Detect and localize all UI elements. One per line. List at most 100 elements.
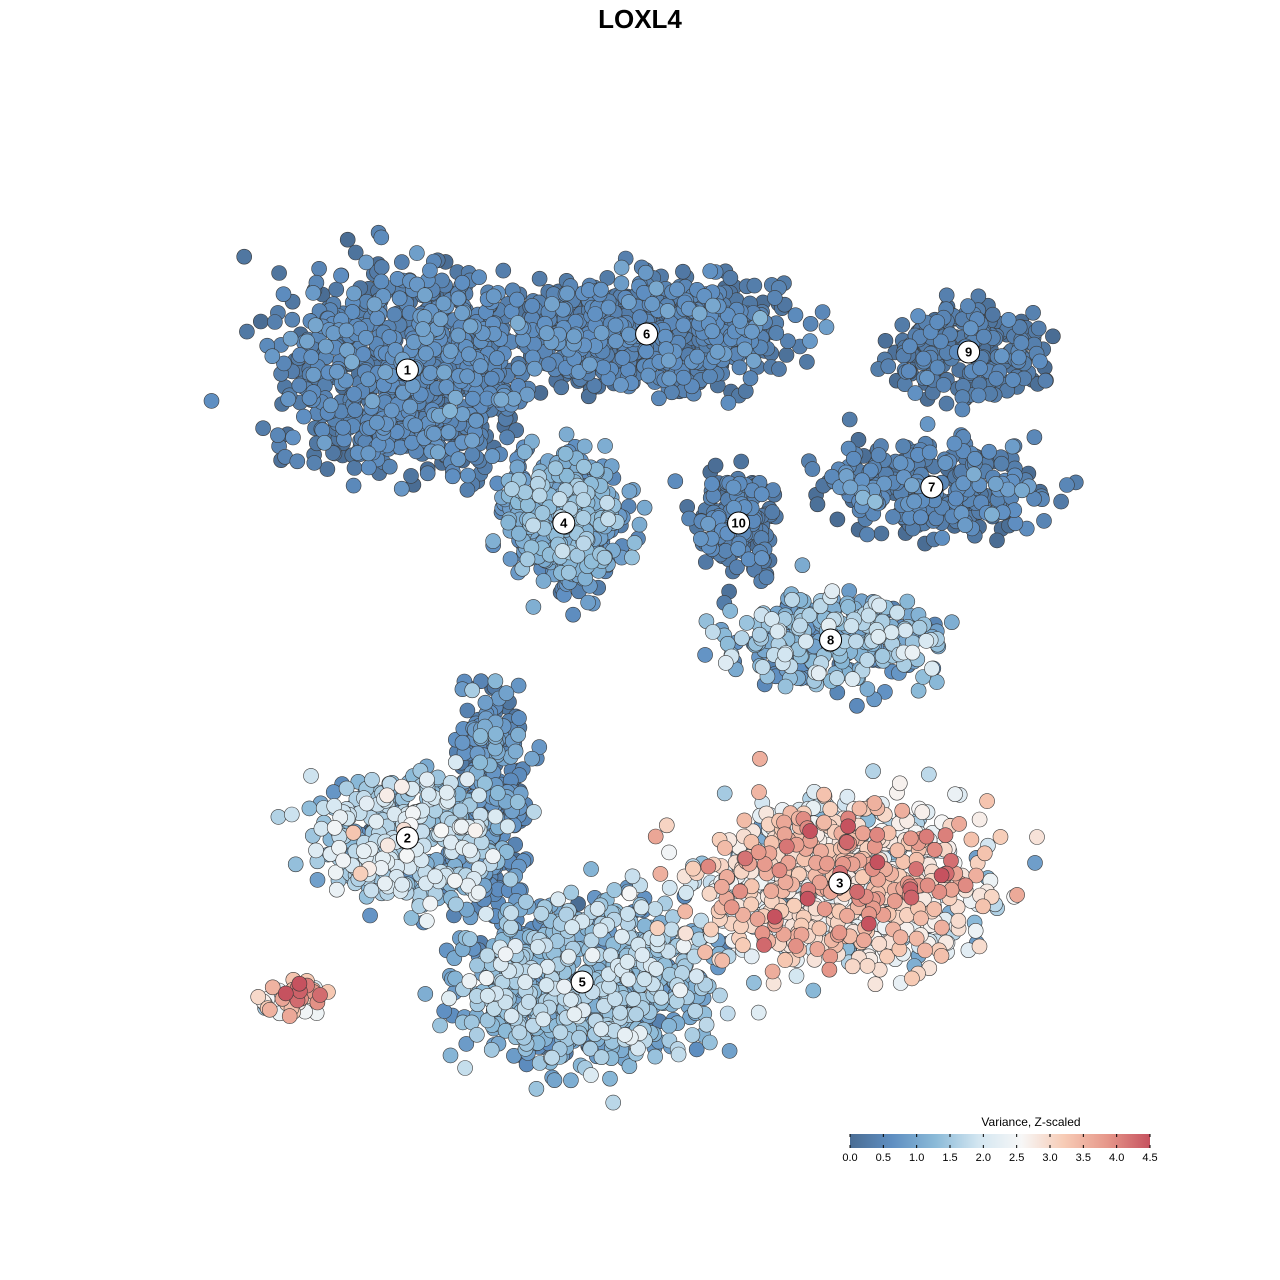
data-point xyxy=(345,477,362,494)
data-point xyxy=(758,569,775,586)
data-point xyxy=(460,467,476,484)
data-point xyxy=(461,973,478,989)
data-point xyxy=(462,318,479,335)
data-point xyxy=(295,408,312,425)
data-point xyxy=(993,348,1010,364)
data-point xyxy=(895,438,912,455)
data-point xyxy=(432,1017,448,1034)
data-point xyxy=(689,348,706,365)
data-point xyxy=(483,370,500,387)
data-point xyxy=(271,265,287,281)
data-point xyxy=(270,809,287,825)
data-point xyxy=(962,320,979,337)
data-point xyxy=(647,1048,664,1065)
data-point xyxy=(647,901,664,917)
data-point xyxy=(377,364,394,381)
data-point xyxy=(1005,372,1021,388)
data-point xyxy=(660,352,677,369)
data-point xyxy=(502,871,519,888)
data-point xyxy=(1037,372,1054,389)
data-point xyxy=(459,771,476,788)
data-point xyxy=(518,893,534,910)
data-point xyxy=(526,360,543,377)
data-point xyxy=(311,260,327,277)
data-point xyxy=(845,450,862,467)
data-point xyxy=(575,492,592,508)
data-point xyxy=(719,1005,736,1022)
data-point xyxy=(519,497,536,514)
data-point xyxy=(403,468,419,484)
data-point xyxy=(593,325,610,341)
data-point xyxy=(593,1049,610,1065)
data-point xyxy=(987,476,1004,492)
data-point xyxy=(614,928,630,945)
data-point xyxy=(576,458,592,475)
data-point xyxy=(471,787,487,804)
data-point xyxy=(764,504,781,520)
data-point xyxy=(777,646,793,663)
data-point xyxy=(435,295,452,312)
data-point xyxy=(462,842,478,859)
data-point xyxy=(459,481,476,498)
data-point xyxy=(965,466,982,483)
data-point xyxy=(900,363,917,380)
data-point xyxy=(1025,304,1041,321)
data-point xyxy=(305,366,322,383)
data-point xyxy=(1027,855,1043,871)
data-point xyxy=(282,330,299,347)
data-point xyxy=(1026,429,1043,446)
data-point xyxy=(619,906,636,922)
data-point xyxy=(766,290,783,306)
data-point xyxy=(621,483,638,500)
data-point xyxy=(1032,353,1048,370)
data-point xyxy=(448,896,464,913)
data-point xyxy=(750,1004,767,1021)
data-point xyxy=(495,262,512,279)
data-point xyxy=(865,763,881,780)
data-point xyxy=(360,459,377,476)
data-point xyxy=(792,617,808,634)
data-point xyxy=(509,794,526,810)
data-point xyxy=(938,395,955,412)
data-point xyxy=(358,254,375,271)
data-point xyxy=(459,368,476,385)
data-point xyxy=(640,367,657,384)
data-point xyxy=(430,444,446,461)
data-point xyxy=(873,525,890,542)
data-point xyxy=(450,327,467,344)
data-point xyxy=(346,386,362,402)
data-point xyxy=(600,299,617,316)
data-point xyxy=(636,499,653,516)
data-point xyxy=(517,484,533,501)
data-point xyxy=(1014,482,1030,499)
data-point xyxy=(920,766,937,783)
data-point xyxy=(1053,493,1069,510)
data-point xyxy=(937,455,954,471)
data-point xyxy=(533,905,550,922)
data-point xyxy=(663,921,680,938)
data-point xyxy=(373,273,390,290)
data-point xyxy=(844,671,861,687)
data-point xyxy=(712,987,728,1004)
data-point xyxy=(462,931,478,947)
data-point xyxy=(688,1041,705,1058)
data-point xyxy=(464,390,481,407)
data-point xyxy=(453,818,470,835)
data-point xyxy=(487,673,504,690)
data-point xyxy=(704,323,721,340)
data-point xyxy=(485,288,502,305)
data-point xyxy=(468,412,484,429)
data-point xyxy=(391,290,408,307)
data-point xyxy=(440,424,457,441)
data-point xyxy=(459,702,476,719)
data-point xyxy=(472,754,488,771)
data-point xyxy=(347,402,363,419)
data-point xyxy=(935,377,952,393)
data-point xyxy=(478,906,494,922)
data-point xyxy=(745,352,762,369)
data-point xyxy=(809,496,826,513)
data-point xyxy=(487,808,504,825)
data-point xyxy=(721,1043,738,1059)
data-point xyxy=(565,606,581,623)
data-point xyxy=(788,968,805,984)
